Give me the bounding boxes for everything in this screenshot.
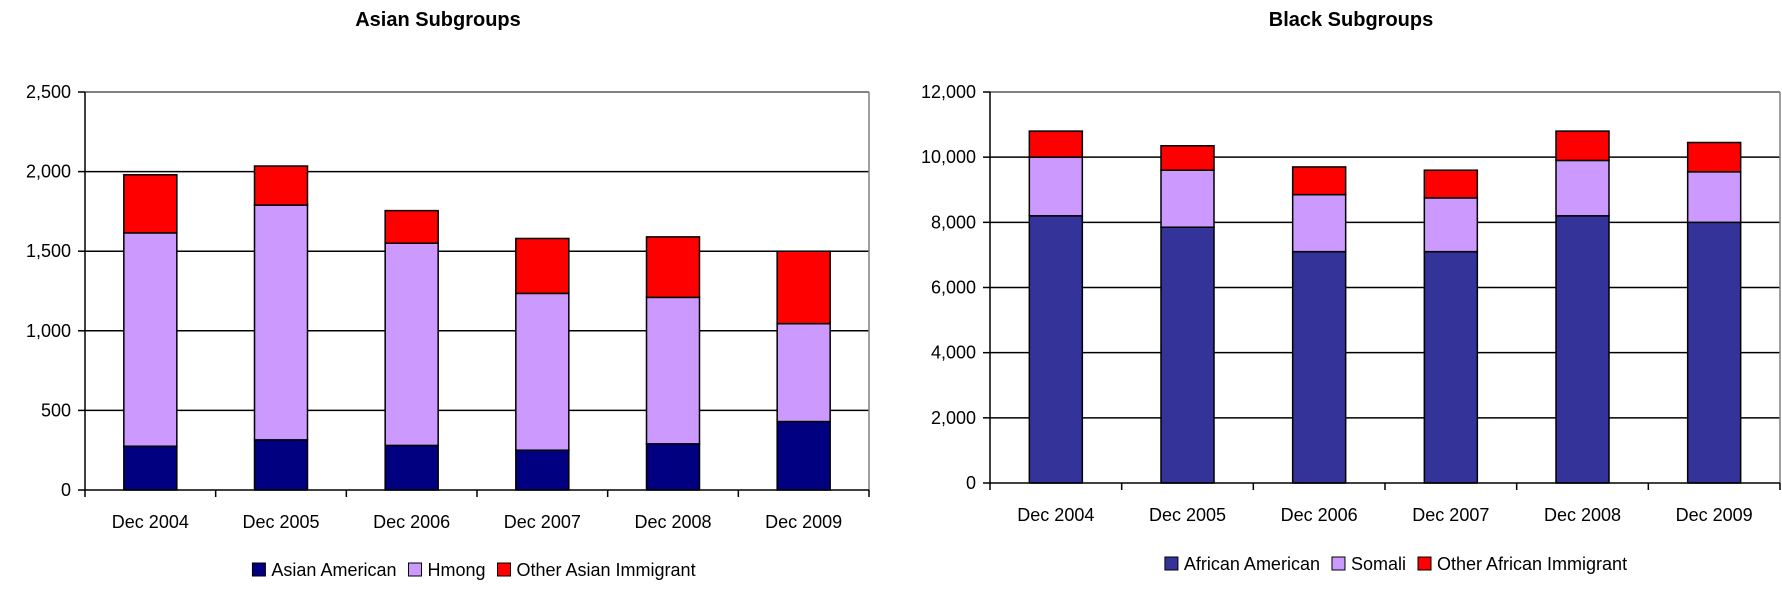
bar-segment — [645, 236, 701, 299]
chart-1: Asian Subgroups 0 500 1,000 1,500 2,000 2,500 D… — [26, 9, 870, 580]
y-tick-label: 4,000 — [931, 343, 976, 363]
bar-segment — [1028, 156, 1084, 217]
bar-segment — [1686, 171, 1742, 224]
y-tick-label: 10,000 — [921, 147, 976, 167]
bar-segment — [123, 445, 178, 491]
y-tick-label: 0 — [61, 480, 71, 500]
legend-swatch — [1164, 556, 1179, 571]
bar-segment — [776, 420, 831, 491]
bar-segment — [1028, 130, 1084, 158]
x-tick-label: Dec 2006 — [1281, 505, 1358, 525]
bar-segment — [1686, 221, 1742, 484]
legend-label: Other African Immigrant — [1437, 554, 1627, 574]
legend: Asian American Hmong Other Asian Immigrant — [251, 560, 696, 580]
x-tick-label: Dec 2009 — [1676, 505, 1753, 525]
y-tick-label: 0 — [966, 473, 976, 493]
legend-swatch — [497, 562, 512, 577]
legend-label: Hmong — [427, 560, 485, 580]
y-tick-label: 500 — [41, 400, 71, 420]
bar-segment — [1423, 250, 1479, 484]
legend-label: Asian American — [271, 560, 396, 580]
y-tick-label: 6,000 — [931, 278, 976, 298]
bar-segment — [645, 296, 701, 445]
bar-segment — [1160, 145, 1215, 171]
bar-segment — [1423, 197, 1479, 253]
bar-segment — [253, 439, 309, 491]
bar-segment — [1160, 226, 1215, 484]
x-tick-label: Dec 2005 — [1149, 505, 1226, 525]
chart-2: Black Subgroups 0 2,000 4,000 6,000 8,000 10,0… — [921, 9, 1781, 574]
x-tick-label: Dec 2007 — [504, 512, 581, 532]
legend-swatch — [1331, 556, 1346, 571]
bar-segment — [1555, 159, 1610, 217]
y-tick-label: 12,000 — [921, 82, 976, 102]
x-tick-label: Dec 2004 — [112, 512, 189, 532]
legend-swatch — [1417, 556, 1432, 571]
legend-swatch — [407, 562, 422, 577]
bar-segment — [776, 250, 831, 325]
x-tick-label: Dec 2006 — [373, 512, 450, 532]
bar-segment — [515, 292, 570, 451]
y-tick-label: 2,000 — [26, 162, 71, 182]
x-tick-label: Dec 2005 — [242, 512, 319, 532]
legend-label: African American — [1184, 554, 1320, 574]
bar-segment — [123, 174, 178, 234]
x-tick-label: Dec 2008 — [1544, 505, 1621, 525]
bar-segment — [1160, 169, 1215, 228]
bar-segment — [1291, 193, 1347, 253]
bar-segment — [253, 204, 309, 441]
y-tick-label: 2,000 — [931, 408, 976, 428]
bar-segment — [1291, 250, 1347, 484]
chart-title: Black Subgroups — [1269, 9, 1433, 31]
bar-segment — [1555, 215, 1610, 484]
legend-swatch — [251, 562, 266, 577]
bar-segment — [645, 443, 701, 491]
bar-segment — [1423, 169, 1479, 199]
x-tick-label: Dec 2009 — [765, 512, 842, 532]
bar-segment — [253, 165, 309, 206]
bar-segment — [1028, 215, 1084, 484]
y-tick-label: 2,500 — [26, 82, 71, 102]
x-tick-label: Dec 2007 — [1412, 505, 1489, 525]
legend-label: Other Asian Immigrant — [517, 560, 696, 580]
bar-segment — [384, 209, 439, 244]
y-tick-label: 8,000 — [931, 212, 976, 232]
legend-label: Somali — [1351, 554, 1406, 574]
chart-title: Asian Subgroups — [355, 9, 521, 31]
bar-segment — [1686, 141, 1742, 173]
bar-segment — [776, 322, 831, 423]
bar-segment — [384, 444, 439, 491]
bar-segment — [515, 237, 570, 295]
y-tick-label: 1,500 — [26, 241, 71, 261]
bar-segment — [384, 242, 439, 447]
x-tick-label: Dec 2004 — [1017, 505, 1094, 525]
legend: African American Somali Other African Immi… — [1164, 554, 1627, 574]
bar-segment — [515, 449, 570, 491]
bar-segment — [123, 232, 178, 447]
x-tick-label: Dec 2008 — [634, 512, 711, 532]
bar-segment — [1291, 166, 1347, 196]
bar-segment — [1555, 130, 1610, 162]
y-tick-label: 1,000 — [26, 321, 71, 341]
